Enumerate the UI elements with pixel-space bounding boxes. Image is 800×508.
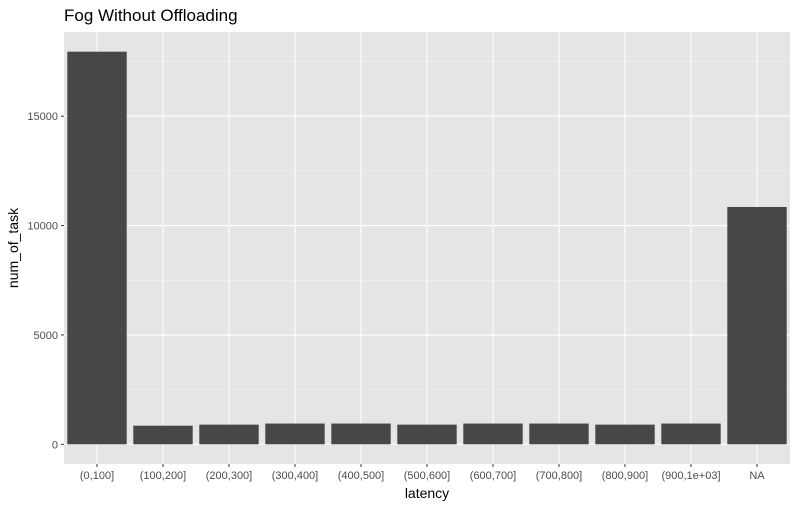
y-tick-label: 0 — [52, 439, 58, 451]
bar — [331, 423, 391, 445]
bar — [199, 424, 259, 445]
y-tick-label: 5000 — [34, 330, 58, 342]
y-tick-label: 10000 — [27, 221, 58, 233]
x-tick-label: (400,500] — [338, 470, 384, 482]
x-tick-label: (900,1e+03] — [661, 470, 720, 482]
bar — [463, 423, 523, 445]
bars — [67, 51, 787, 445]
x-tick-label: (100,200] — [140, 470, 186, 482]
x-axis-title: latency — [405, 485, 449, 501]
x-tick-label: (500,600] — [404, 470, 450, 482]
x-tick-label: (600,700] — [470, 470, 516, 482]
bar — [67, 51, 127, 445]
x-tick-label: NA — [749, 470, 765, 482]
bar — [133, 425, 193, 445]
bar — [265, 423, 325, 445]
x-tick-label: (300,400] — [272, 470, 318, 482]
bar — [595, 424, 655, 445]
bar — [397, 424, 457, 445]
x-tick-label: (700,800] — [536, 470, 582, 482]
x-axis: (0,100] (100,200] (200,300] (300,400] (400,5… — [80, 464, 765, 482]
y-axis: 0 5000 10000 15000 — [27, 111, 64, 451]
x-tick-label: (0,100] — [80, 470, 114, 482]
y-tick-label: 15000 — [27, 111, 58, 123]
chart-title: Fog Without Offloading — [64, 6, 238, 25]
x-tick-label: (800,900] — [602, 470, 648, 482]
bar — [661, 423, 721, 445]
x-tick-label: (200,300] — [206, 470, 252, 482]
bar — [727, 206, 787, 445]
y-axis-title: num_of_task — [5, 207, 21, 288]
bar — [529, 423, 589, 445]
